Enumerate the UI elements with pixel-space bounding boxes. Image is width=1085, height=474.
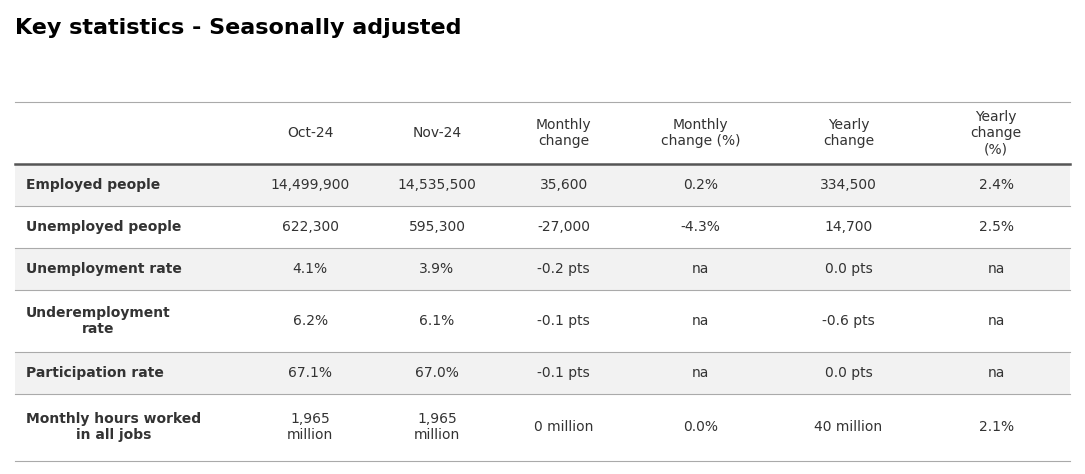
Text: 2.5%: 2.5% <box>979 220 1013 234</box>
Text: -0.6 pts: -0.6 pts <box>822 314 875 328</box>
Text: 0.2%: 0.2% <box>684 178 718 192</box>
Text: 6.1%: 6.1% <box>420 314 455 328</box>
Text: 67.0%: 67.0% <box>416 366 459 380</box>
Text: -0.1 pts: -0.1 pts <box>537 366 590 380</box>
Text: na: na <box>987 366 1005 380</box>
Text: 1,965
million: 1,965 million <box>288 412 333 442</box>
Bar <box>15 352 1070 394</box>
Text: 6.2%: 6.2% <box>293 314 328 328</box>
Text: na: na <box>692 366 710 380</box>
Text: Nov-24: Nov-24 <box>412 126 461 140</box>
Text: Yearly
change: Yearly change <box>822 118 875 148</box>
Text: Monthly
change (%): Monthly change (%) <box>661 118 741 148</box>
Text: 14,535,500: 14,535,500 <box>397 178 476 192</box>
Text: Participation rate: Participation rate <box>26 366 164 380</box>
Text: 0.0%: 0.0% <box>684 420 718 434</box>
Text: Unemployed people: Unemployed people <box>26 220 181 234</box>
Text: na: na <box>987 314 1005 328</box>
Text: -0.1 pts: -0.1 pts <box>537 314 590 328</box>
Text: 35,600: 35,600 <box>539 178 588 192</box>
Text: 1,965
million: 1,965 million <box>413 412 460 442</box>
Text: 595,300: 595,300 <box>408 220 465 234</box>
Text: Oct-24: Oct-24 <box>288 126 333 140</box>
Text: Employed people: Employed people <box>26 178 159 192</box>
Text: -4.3%: -4.3% <box>680 220 720 234</box>
Text: 4.1%: 4.1% <box>293 262 328 276</box>
Text: 0.0 pts: 0.0 pts <box>825 262 872 276</box>
Bar <box>15 248 1070 290</box>
Text: 2.1%: 2.1% <box>979 420 1013 434</box>
Text: 0.0 pts: 0.0 pts <box>825 366 872 380</box>
Text: 40 million: 40 million <box>815 420 882 434</box>
Text: Yearly
change
(%): Yearly change (%) <box>971 110 1022 156</box>
Text: 0 million: 0 million <box>534 420 593 434</box>
Text: -0.2 pts: -0.2 pts <box>537 262 590 276</box>
Text: 67.1%: 67.1% <box>289 366 332 380</box>
Text: 3.9%: 3.9% <box>420 262 455 276</box>
Text: Underemployment
rate: Underemployment rate <box>26 306 170 336</box>
Text: 334,500: 334,500 <box>820 178 877 192</box>
Text: 622,300: 622,300 <box>282 220 339 234</box>
Text: na: na <box>987 262 1005 276</box>
Text: na: na <box>692 262 710 276</box>
Text: -27,000: -27,000 <box>537 220 590 234</box>
Text: Monthly
change: Monthly change <box>536 118 591 148</box>
Text: 14,700: 14,700 <box>825 220 872 234</box>
Text: Monthly hours worked
in all jobs: Monthly hours worked in all jobs <box>26 412 201 442</box>
Text: na: na <box>692 314 710 328</box>
Bar <box>15 206 1070 248</box>
Text: Key statistics - Seasonally adjusted: Key statistics - Seasonally adjusted <box>15 18 461 38</box>
Text: 2.4%: 2.4% <box>979 178 1013 192</box>
Text: Unemployment rate: Unemployment rate <box>26 262 181 276</box>
Bar <box>15 164 1070 206</box>
Text: 14,499,900: 14,499,900 <box>271 178 350 192</box>
